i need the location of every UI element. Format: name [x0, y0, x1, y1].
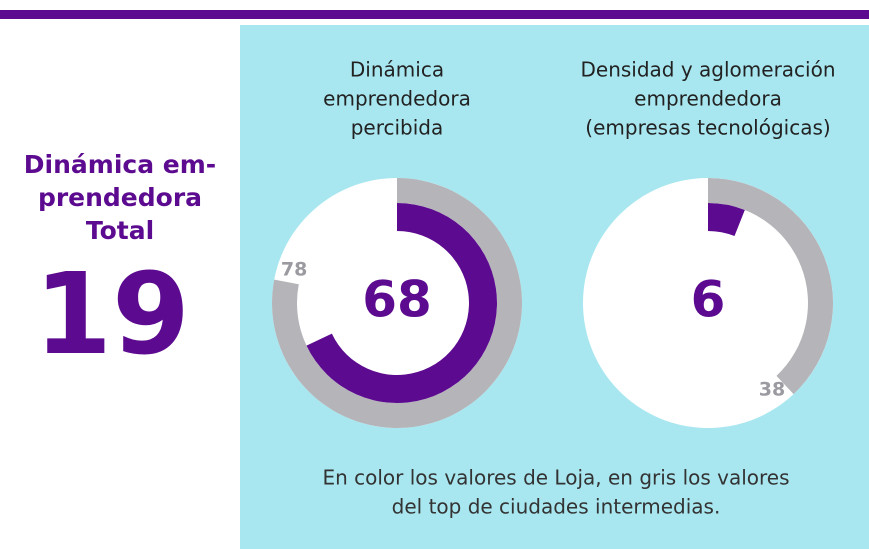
center-value: 68 — [362, 271, 432, 329]
summary-title: Dinámica em- — [24, 150, 216, 179]
gauge-arc — [708, 203, 745, 237]
note: del top de ciudades intermedias. — [392, 495, 721, 519]
chart-title: emprendedora — [323, 87, 471, 111]
summary-value: 19 — [34, 250, 190, 380]
reference-label: 78 — [281, 259, 307, 281]
chart-title: Densidad y aglomeración — [580, 58, 835, 82]
top-bar — [0, 10, 869, 19]
summary-title: Total — [86, 216, 154, 245]
chart-title: percibida — [351, 116, 444, 140]
reference-label: 38 — [759, 379, 785, 401]
chart-title: Dinámica — [350, 58, 444, 82]
gauge-arc — [306, 203, 498, 403]
gauge-arc — [708, 178, 833, 395]
summary-title: prendedora — [38, 183, 202, 212]
center-value: 6 — [691, 271, 726, 329]
chart-title: emprendedora — [634, 87, 782, 111]
gauge-disc — [583, 178, 833, 428]
chart-title: (empresas tecnológicas) — [585, 116, 830, 140]
note: En color los valores de Loja, en gris lo… — [322, 466, 789, 490]
